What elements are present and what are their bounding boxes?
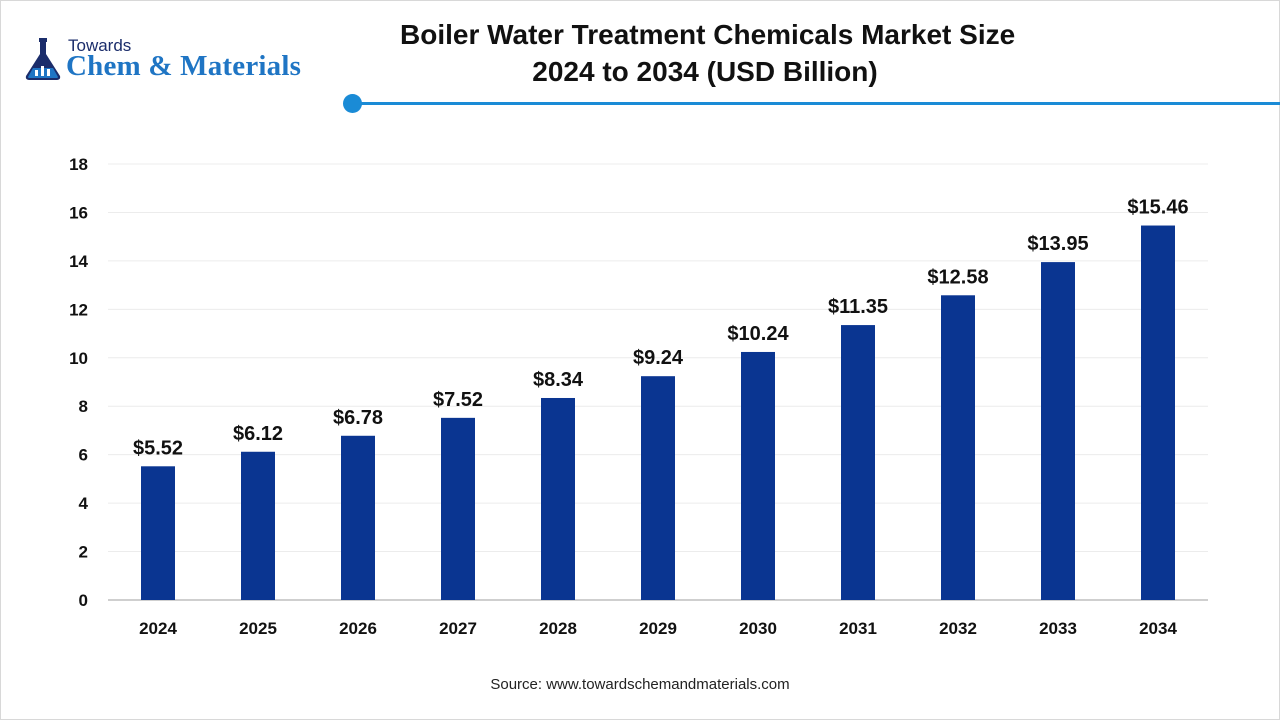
bar bbox=[341, 435, 375, 600]
y-tick-label: 16 bbox=[69, 203, 88, 222]
y-tick-label: 0 bbox=[79, 591, 88, 610]
title-line-2: 2024 to 2034 (USD Billion) bbox=[532, 56, 878, 87]
bar bbox=[941, 295, 975, 600]
x-tick-label: 2034 bbox=[1139, 619, 1177, 638]
bar bbox=[541, 397, 575, 600]
chart-title: Boiler Water Treatment Chemicals Market … bbox=[400, 16, 1016, 90]
bar bbox=[241, 451, 275, 600]
bar bbox=[441, 417, 475, 600]
y-tick-label: 8 bbox=[79, 397, 88, 416]
data-label: $10.24 bbox=[727, 323, 789, 345]
data-label: $15.46 bbox=[1127, 197, 1188, 219]
source-text: Source: www.towardschemandmaterials.com bbox=[490, 676, 790, 693]
x-tick-label: 2026 bbox=[339, 619, 377, 638]
x-tick-label: 2024 bbox=[139, 619, 177, 638]
x-tick-label: 2030 bbox=[739, 619, 777, 638]
bar bbox=[641, 376, 675, 600]
data-label: $13.95 bbox=[1027, 233, 1088, 255]
data-label: $11.35 bbox=[828, 296, 888, 318]
bar bbox=[741, 351, 775, 600]
y-tick-label: 14 bbox=[69, 252, 88, 271]
bar bbox=[1141, 225, 1175, 600]
brand-top-text: Towards bbox=[68, 36, 132, 55]
x-tick-label: 2028 bbox=[539, 619, 577, 638]
title-underline-dot bbox=[343, 94, 362, 113]
y-tick-label: 12 bbox=[69, 300, 88, 319]
y-tick-label: 2 bbox=[79, 543, 88, 562]
y-tick-label: 18 bbox=[69, 155, 88, 174]
x-tick-label: 2032 bbox=[939, 619, 977, 638]
data-label: $12.58 bbox=[927, 266, 988, 288]
bar bbox=[141, 466, 175, 600]
x-tick-label: 2025 bbox=[239, 619, 277, 638]
y-tick-label: 6 bbox=[79, 446, 88, 465]
brand-main-text: Chem & Materials bbox=[66, 50, 302, 82]
y-tick-label: 10 bbox=[69, 349, 88, 368]
data-label: $9.24 bbox=[633, 347, 684, 369]
y-tick-label: 4 bbox=[79, 494, 89, 513]
data-label: $8.34 bbox=[533, 369, 584, 391]
source-note: Source: www.towardschemandmaterials.com bbox=[0, 676, 1280, 693]
data-label: $7.52 bbox=[433, 389, 483, 411]
data-label: $5.52 bbox=[133, 437, 183, 459]
flask-icon bbox=[25, 38, 61, 80]
data-label: $6.78 bbox=[333, 407, 383, 429]
data-label: $6.12 bbox=[233, 423, 283, 445]
x-tick-label: 2031 bbox=[839, 619, 877, 638]
x-tick-label: 2027 bbox=[439, 619, 477, 638]
brand-logo: Towards Chem & Materials bbox=[22, 36, 342, 88]
title-line-1: Boiler Water Treatment Chemicals Market … bbox=[400, 19, 1016, 50]
x-tick-label: 2029 bbox=[639, 619, 677, 638]
bar bbox=[841, 325, 875, 600]
bar bbox=[1041, 262, 1075, 600]
title-underline bbox=[352, 102, 1280, 105]
x-tick-label: 2033 bbox=[1039, 619, 1077, 638]
